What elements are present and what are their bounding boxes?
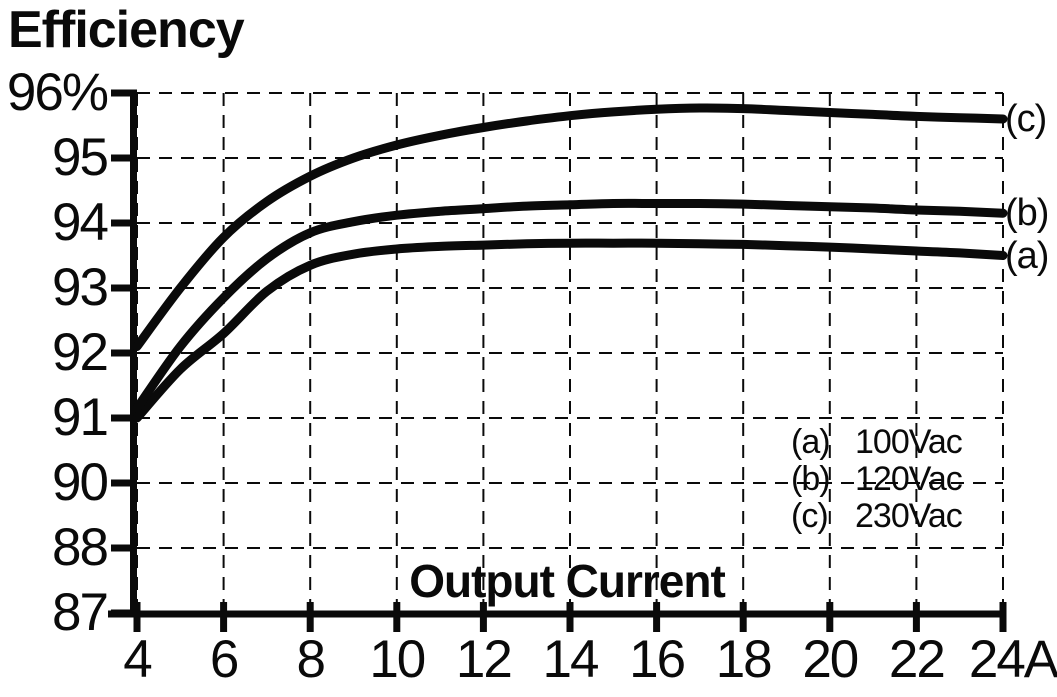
legend-value-a: 100Vac: [855, 423, 963, 461]
legend-row-a: (a) 100Vac: [791, 423, 963, 461]
x-tick-label: 16: [629, 630, 686, 689]
legend-row-c: (c) 230Vac: [791, 497, 963, 535]
x-tick-label: 6: [209, 630, 239, 689]
y-tick-label: 91: [52, 388, 109, 447]
x-axis-title: Output Current: [409, 555, 726, 607]
y-tick-label: 93: [52, 258, 109, 317]
curve-a: [132, 238, 1008, 423]
x-tick-label: 18: [715, 630, 773, 689]
y-tick-label: 92: [52, 323, 109, 382]
legend: (a) 100Vac (b) 120Vac (c) 230Vac: [791, 423, 963, 535]
y-tick-label: 87: [52, 583, 109, 642]
legend-key-c: (c): [791, 497, 829, 535]
x-tick-label: 10: [369, 630, 426, 689]
y-tick-label: 94: [52, 193, 109, 252]
curve-end-label-a: (a): [1005, 235, 1049, 277]
x-tick-label: 4: [123, 630, 152, 689]
chart-title: Efficiency: [8, 1, 245, 59]
curve-end-label-b: (b): [1005, 192, 1049, 234]
y-tick-label: 88: [52, 518, 109, 577]
legend-row-b: (b) 120Vac: [791, 460, 963, 498]
x-tick-label: 14: [542, 630, 600, 689]
x-tick-label: 24A: [968, 630, 1057, 689]
y-tick-label: 90: [52, 453, 109, 512]
y-tick-label: 96%: [6, 63, 109, 122]
curve-end-label-c: (c): [1005, 98, 1047, 140]
curve-c: [132, 103, 1008, 351]
legend-key-a: (a): [791, 423, 831, 461]
curve-b: [132, 198, 1008, 413]
x-tick-label: 12: [455, 630, 513, 689]
x-tick-label: 8: [296, 630, 325, 689]
legend-key-b: (b): [791, 460, 831, 498]
y-tick-label: 95: [52, 128, 109, 187]
legend-value-b: 120Vac: [855, 460, 963, 498]
legend-value-c: 230Vac: [855, 497, 963, 535]
x-tick-label: 20: [802, 630, 859, 689]
x-tick-label: 22: [888, 630, 946, 689]
